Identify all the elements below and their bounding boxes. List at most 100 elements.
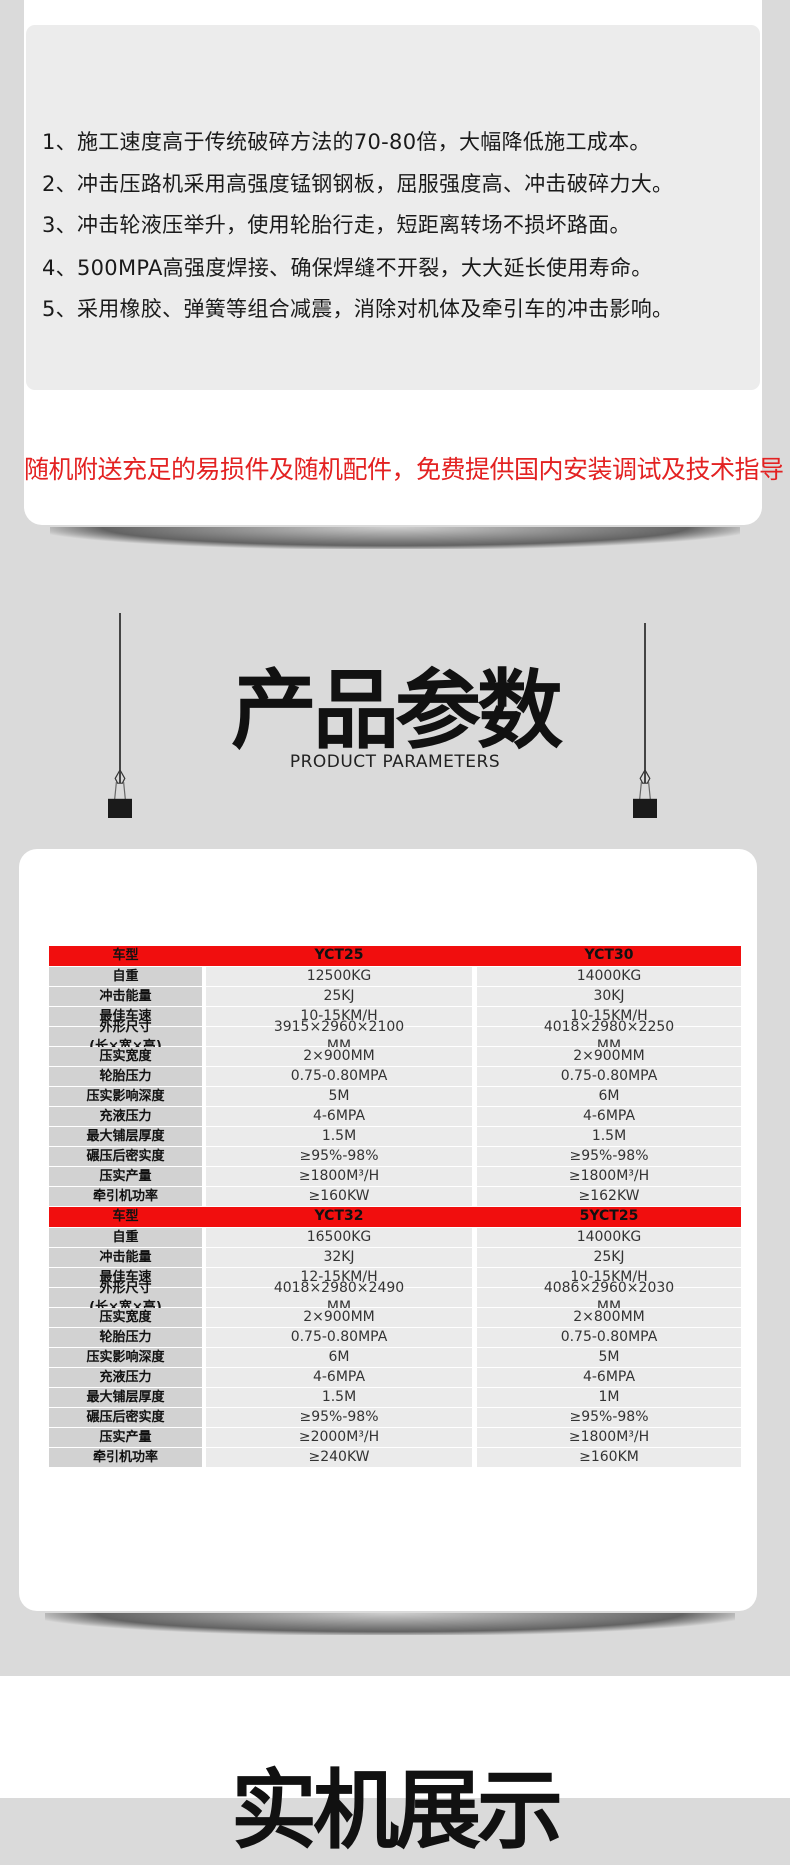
param-label: 冲击能量 <box>49 987 202 1006</box>
param-value: ≥1800M³/H <box>206 1167 472 1186</box>
param-value: ≥1800M³/H <box>477 1167 741 1186</box>
param-value: ≥160KW <box>206 1187 472 1206</box>
param-value: 25KJ <box>477 1248 741 1267</box>
next-section-title: 实机展示 <box>231 1761 563 1861</box>
table-row: 压实产量 ≥1800M³/H ≥1800M³/H <box>49 1167 741 1186</box>
param-value: 4086×2960×2030 MM <box>477 1280 741 1315</box>
param-value: 4018×2980×2490 MM <box>206 1280 472 1315</box>
param-value: 2×800MM <box>477 1308 741 1327</box>
next-section <box>0 1676 790 1798</box>
param-value: 16500KG <box>206 1228 472 1247</box>
param-value: 0.75-0.80MPA <box>477 1067 741 1086</box>
param-label: 自重 <box>49 1228 202 1247</box>
param-value: 10-15KM/H <box>206 1007 472 1026</box>
model-name: 5YCT25 <box>579 1208 639 1224</box>
param-value: ≥160KM <box>477 1448 741 1467</box>
param-value: 14000KG <box>477 1228 741 1247</box>
feature-item: 2、冲击压路机采用高强度锰钢钢板，屈服强度高、冲击破碎力大。 <box>42 172 674 196</box>
feature-item: 5、采用橡胶、弹簧等组合减震，消除对机体及牵引车的冲击影响。 <box>42 297 674 321</box>
table-header-row: 车型 YCT25 YCT30 <box>49 946 741 966</box>
hanging-wire <box>644 623 646 783</box>
card-shadow <box>50 527 740 549</box>
feature-item: 1、施工速度高于传统破碎方法的70-80倍，大幅降低施工成本。 <box>42 130 651 154</box>
param-label: 外形尺寸 (长×宽×高) <box>49 1020 202 1054</box>
model-name: YCT25 <box>314 947 364 963</box>
param-label: 轮胎压力 <box>49 1328 202 1347</box>
param-value: ≥1800M³/H <box>477 1428 741 1447</box>
features-box: 1、施工速度高于传统破碎方法的70-80倍，大幅降低施工成本。 2、冲击压路机采… <box>26 25 760 390</box>
table-row: 最佳车速 12-15KM/H 10-15KM/H <box>49 1268 741 1287</box>
param-value: 0.75-0.80MPA <box>206 1067 472 1086</box>
param-label: 最大铺层厚度 <box>49 1388 202 1407</box>
param-value: 12500KG <box>206 967 472 986</box>
binder-clip-icon <box>108 770 132 818</box>
table-header-row: 车型 YCT32 5YCT25 <box>49 1207 741 1227</box>
param-label: 牵引机功率 <box>49 1448 202 1467</box>
table-row: 轮胎压力 0.75-0.80MPA 0.75-0.80MPA <box>49 1067 741 1086</box>
table-row: 牵引机功率 ≥240KW ≥160KM <box>49 1448 741 1467</box>
table-row: 最大铺层厚度 1.5M 1M <box>49 1388 741 1407</box>
param-value: 10-15KM/H <box>477 1268 741 1287</box>
table-row: 外形尺寸 (长×宽×高) 3915×2960×2100 MM 4018×2980×2… <box>49 1019 741 1054</box>
features-card: 1、施工速度高于传统破碎方法的70-80倍，大幅降低施工成本。 2、冲击压路机采… <box>24 0 784 525</box>
param-value: ≥95%-98% <box>477 1147 741 1166</box>
param-value: 5M <box>206 1087 472 1106</box>
param-value: 10-15KM/H <box>477 1007 741 1026</box>
param-label: 压实产量 <box>49 1167 202 1186</box>
param-label: 碾压后密实度 <box>49 1408 202 1427</box>
param-value: 32KJ <box>206 1248 472 1267</box>
table-row: 压实影响深度 6M 5M <box>49 1348 741 1367</box>
param-value: 30KJ <box>477 987 741 1006</box>
param-label: 轮胎压力 <box>49 1067 202 1086</box>
table-row: 自重 16500KG 14000KG <box>49 1228 741 1247</box>
param-value: 2×900MM <box>477 1047 741 1066</box>
param-value: ≥2000M³/H <box>206 1428 472 1447</box>
param-label: 压实宽度 <box>49 1308 202 1327</box>
param-label: 牵引机功率 <box>49 1187 202 1206</box>
param-value: ≥240KW <box>206 1448 472 1467</box>
param-value: 4018×2980×2250 MM <box>477 1019 741 1054</box>
param-value: 2×900MM <box>206 1308 472 1327</box>
param-value: 1.5M <box>206 1127 472 1146</box>
param-value: 2×900MM <box>206 1047 472 1066</box>
param-label: 最佳车速 <box>49 1007 202 1026</box>
feature-item: 3、冲击轮液压举升，使用轮胎行走，短距离转场不损坏路面。 <box>42 213 631 237</box>
table-row: 充液压力 4-6MPA 4-6MPA <box>49 1368 741 1387</box>
table-row: 压实产量 ≥2000M³/H ≥1800M³/H <box>49 1428 741 1447</box>
table-row: 自重 12500KG 14000KG <box>49 967 741 986</box>
param-label: 压实影响深度 <box>49 1348 202 1367</box>
param-label: 充液压力 <box>49 1107 202 1126</box>
table-row: 充液压力 4-6MPA 4-6MPA <box>49 1107 741 1126</box>
table-row: 牵引机功率 ≥160KW ≥162KW <box>49 1187 741 1206</box>
model-name: YCT30 <box>584 947 634 963</box>
param-value: 5M <box>477 1348 741 1367</box>
header-label: 车型 <box>112 948 139 963</box>
param-value: 1.5M <box>206 1388 472 1407</box>
param-label: 最佳车速 <box>49 1268 202 1287</box>
param-value: 4-6MPA <box>477 1368 741 1387</box>
param-value: 4-6MPA <box>477 1107 741 1126</box>
param-label: 压实产量 <box>49 1428 202 1447</box>
card-shadow <box>45 1613 735 1635</box>
param-value: 6M <box>477 1087 741 1106</box>
param-value: 1M <box>477 1388 741 1407</box>
table-row: 冲击能量 25KJ 30KJ <box>49 987 741 1006</box>
param-label: 充液压力 <box>49 1368 202 1387</box>
header-label: 车型 <box>112 1209 139 1224</box>
param-value: 3915×2960×2100 MM <box>206 1019 472 1054</box>
binder-clip-icon <box>633 770 657 818</box>
param-label: 自重 <box>49 967 202 986</box>
param-value: 1.5M <box>477 1127 741 1146</box>
param-label: 冲击能量 <box>49 1248 202 1267</box>
param-value: 0.75-0.80MPA <box>477 1328 741 1347</box>
param-label: 压实影响深度 <box>49 1087 202 1106</box>
table-row: 冲击能量 32KJ 25KJ <box>49 1248 741 1267</box>
section-title: 产品参数 <box>231 661 563 761</box>
param-value: 0.75-0.80MPA <box>206 1328 472 1347</box>
parameters-table: 车型 YCT25 YCT30 自重 12500KG 14000KG 冲击能量 25KJ 30KJ… <box>49 946 741 1468</box>
param-value: ≥95%-98% <box>206 1408 472 1427</box>
param-value: 25KJ <box>206 987 472 1006</box>
feature-item: 4、500MPA高强度焊接、确保焊缝不开裂，大大延长使用寿命。 <box>42 256 653 280</box>
table-row: 最大铺层厚度 1.5M 1.5M <box>49 1127 741 1146</box>
table-row: 压实宽度 2×900MM 2×800MM <box>49 1308 741 1327</box>
